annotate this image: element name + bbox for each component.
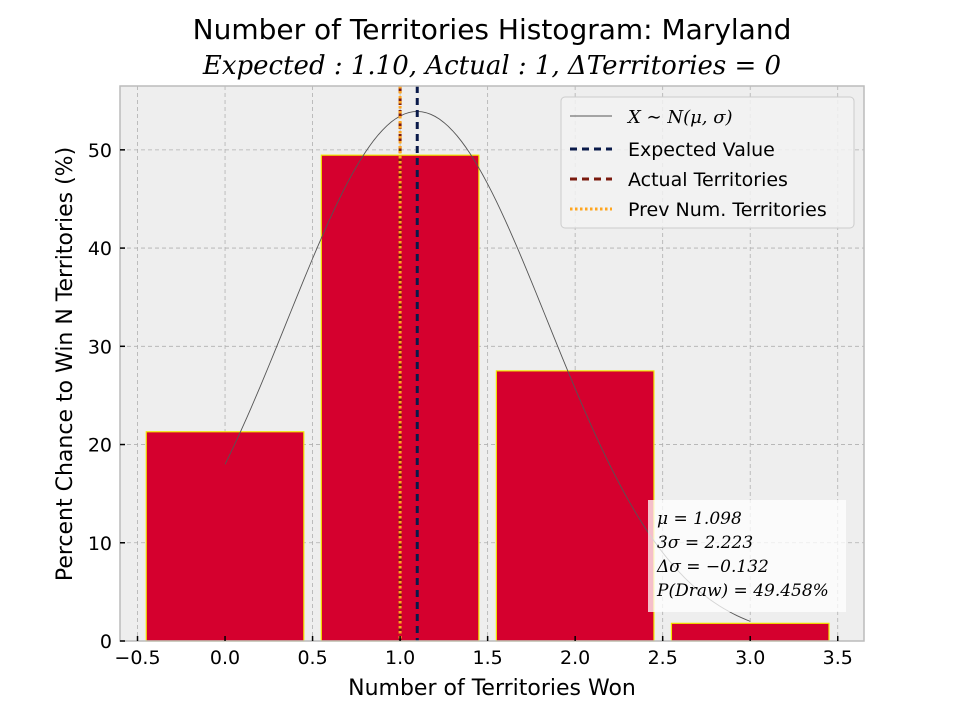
x-tick-label-3: 1.0 <box>385 647 415 669</box>
y-axis-label: Percent Chance to Win N Territories (%) <box>53 147 78 581</box>
axis-ticks: −0.5 0.0 0.5 1.0 1.5 2.0 2.5 3.0 3.5 0 10 20 30 40 50 <box>88 140 853 669</box>
stats-three-sigma: 3σ = 2.223 <box>657 533 753 553</box>
bar-2 <box>495 370 655 642</box>
legend-box <box>560 96 855 229</box>
legend-label-curve: X ∼ N(μ, σ) <box>626 107 733 128</box>
plot-frame <box>119 85 865 642</box>
chart-title: Number of Territories Histogram: Marylan… <box>193 13 792 46</box>
legend-label-actual: Actual Territories <box>628 169 788 191</box>
chart-subtitle: Expected : 1.10, Actual : 1, ΔTerritorie… <box>202 51 781 81</box>
y-tick-label-1: 10 <box>88 533 112 555</box>
x-axis-label: Number of Territories Won <box>348 676 636 701</box>
bars <box>145 154 830 642</box>
x-tick-label-5: 2.0 <box>560 647 590 669</box>
stats-delta-sigma: Δσ = −0.132 <box>656 557 769 577</box>
x-tick-label-7: 3.0 <box>735 647 765 669</box>
stats-annotation: μ = 1.098 3σ = 2.223 Δσ = −0.132 P(Draw)… <box>648 500 846 612</box>
y-tick-label-2: 20 <box>88 435 112 457</box>
stats-box-bg <box>648 500 846 612</box>
reference-lines <box>398 86 419 641</box>
y-tick-label-3: 30 <box>88 336 112 358</box>
legend-label-expected: Expected Value <box>628 139 775 161</box>
y-tick-label-5: 50 <box>88 140 112 162</box>
legend: X ∼ N(μ, σ) Expected Value Actual Territ… <box>560 96 855 229</box>
x-tick-label-1: 0.0 <box>210 647 240 669</box>
x-tick-label-6: 2.5 <box>648 647 678 669</box>
x-tick-label-4: 1.5 <box>473 647 503 669</box>
y-tick-label-4: 40 <box>88 238 112 260</box>
legend-label-previous: Prev Num. Territories <box>628 199 827 221</box>
bar-0 <box>145 431 305 642</box>
x-tick-label-0: −0.5 <box>114 647 160 669</box>
x-tick-label-8: 3.5 <box>823 647 853 669</box>
y-tick-label-0: 0 <box>100 631 112 653</box>
x-tick-label-2: 0.5 <box>297 647 327 669</box>
stats-p-draw: P(Draw) = 49.458% <box>656 581 829 601</box>
stats-mu: μ = 1.098 <box>657 509 742 529</box>
